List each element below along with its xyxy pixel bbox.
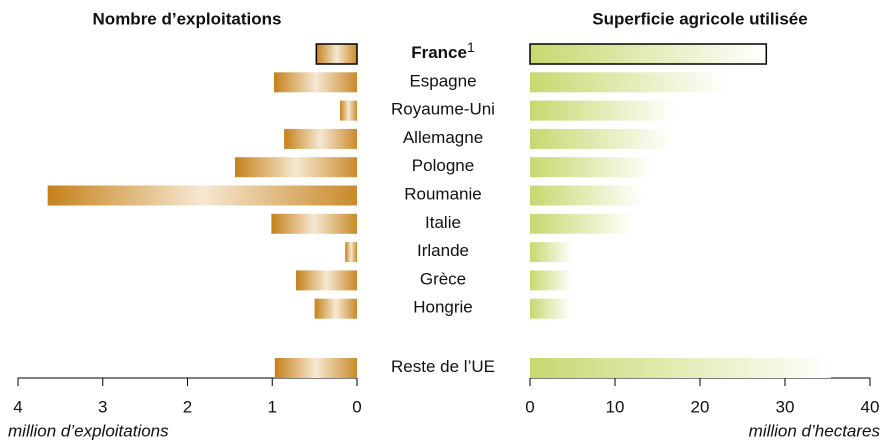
bar — [271, 213, 357, 234]
category-label: Espagne — [409, 72, 476, 91]
x-tick-label: 20 — [691, 397, 710, 416]
bar — [530, 270, 573, 291]
category-name: Hongrie — [413, 298, 473, 317]
category-name: France — [411, 43, 467, 62]
bar — [530, 157, 654, 178]
bar — [234, 157, 357, 178]
bar — [315, 43, 358, 65]
right-axis-label: million d’hectares — [749, 421, 881, 440]
bar — [530, 298, 571, 319]
category-name: Grèce — [420, 270, 466, 289]
x-tick-label: 1 — [268, 397, 277, 416]
bar — [345, 242, 357, 263]
category-name: Espagne — [409, 72, 476, 91]
bar — [284, 128, 357, 149]
bar — [530, 242, 573, 263]
category-name: Royaume-Uni — [391, 100, 495, 119]
category-label: Roumanie — [404, 185, 482, 204]
x-tick-label: 0 — [525, 397, 534, 416]
bar — [529, 43, 768, 65]
category-label: Reste de l’UE — [391, 357, 495, 376]
x-tick-label: 2 — [183, 397, 192, 416]
footnote-marker: 1 — [467, 39, 475, 55]
bar — [530, 358, 831, 378]
bar — [530, 100, 677, 121]
x-tick-label: 0 — [352, 397, 361, 416]
category-label: Royaume-Uni — [391, 100, 495, 119]
x-tick-label: 10 — [606, 397, 625, 416]
bar — [47, 185, 357, 206]
category-label: France1 — [411, 39, 475, 63]
category-name: Irlande — [417, 242, 469, 261]
category-name: Italie — [425, 213, 461, 232]
category-label: Grèce — [420, 270, 466, 289]
category-label: Allemagne — [403, 128, 483, 147]
bar — [530, 213, 634, 234]
category-name: Roumanie — [404, 185, 482, 204]
x-tick-label: 3 — [98, 397, 107, 416]
left-axis-label: million d’exploitations — [8, 421, 169, 440]
bar — [530, 72, 728, 93]
right-title: Superficie agricole utilisée — [592, 9, 807, 28]
x-tick-label: 30 — [776, 397, 795, 416]
x-tick-label: 40 — [861, 397, 880, 416]
bar — [530, 128, 673, 149]
x-tick-label: 4 — [13, 397, 22, 416]
bar — [295, 270, 357, 291]
category-name: Allemagne — [403, 128, 483, 147]
left-title: Nombre d’exploitations — [93, 9, 282, 28]
category-label: Italie — [425, 213, 461, 232]
bar — [530, 185, 644, 206]
category-name: Pologne — [412, 157, 474, 176]
bar — [273, 72, 357, 93]
category-label: Irlande — [417, 242, 469, 261]
category-label: Pologne — [412, 157, 474, 176]
category-label: Hongrie — [413, 298, 473, 317]
bar — [274, 358, 357, 378]
bar — [340, 100, 357, 121]
category-name: Reste de l’UE — [391, 357, 495, 376]
bar — [314, 298, 357, 319]
